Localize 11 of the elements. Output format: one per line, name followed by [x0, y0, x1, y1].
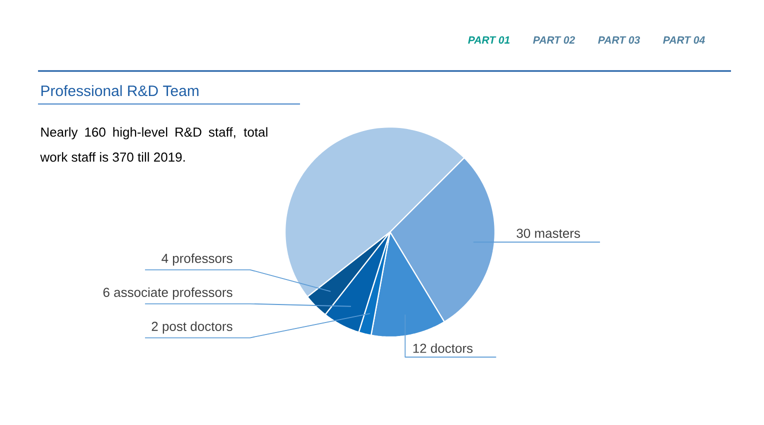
slice-label: 12 doctors — [413, 343, 473, 353]
slice-label: 2 post doctors — [152, 321, 232, 334]
text: PART 02 — [533, 36, 575, 44]
text: PART 03 — [598, 36, 640, 44]
slice-label: 4 professors — [162, 253, 232, 266]
chart-title: Professional R&D Team — [41, 85, 198, 96]
text: PART 04 — [663, 36, 705, 44]
text: PART 01 — [468, 36, 510, 44]
slice-label: 6 associate professors — [103, 287, 232, 300]
text: Nearly 160 high-level R&D staff, total work staff is 370 till 2019. — [40, 127, 268, 162]
slice-label: 30 masters — [516, 228, 580, 238]
